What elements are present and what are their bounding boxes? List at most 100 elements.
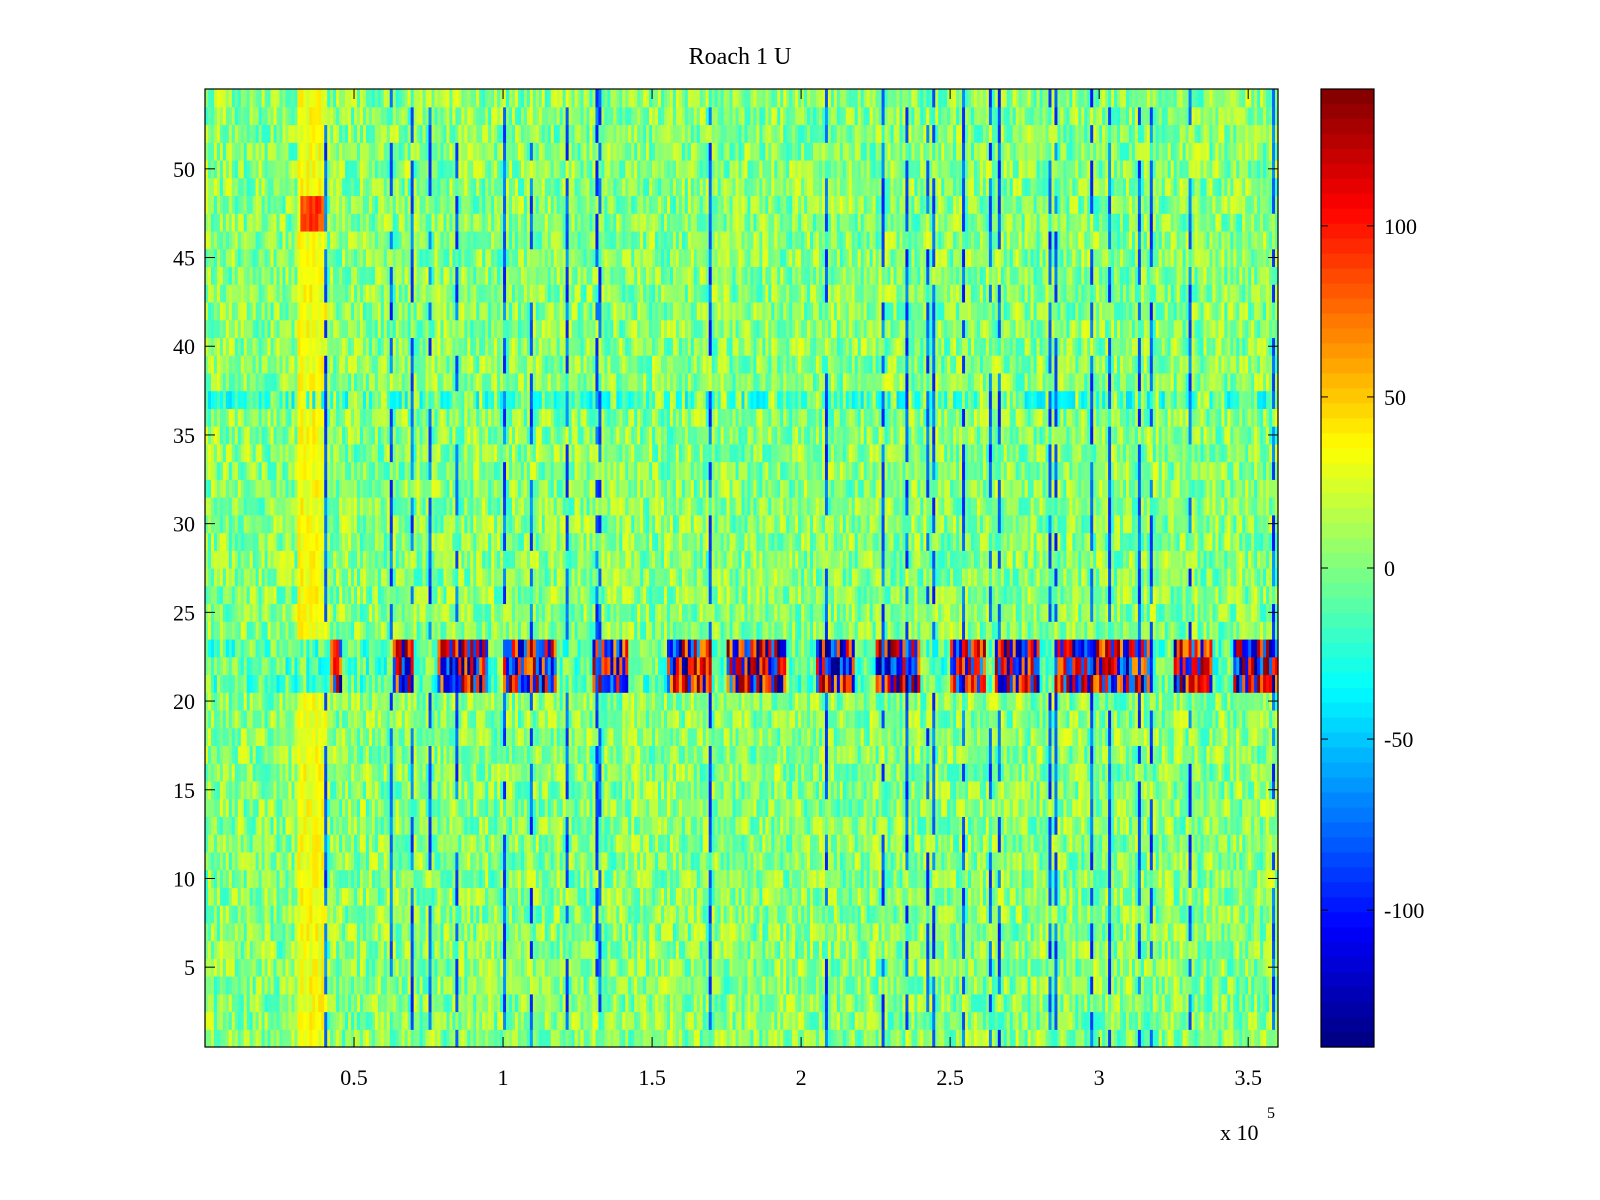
heatmap-cell xyxy=(646,976,650,995)
heatmap-cell xyxy=(798,976,802,995)
heatmap-cell xyxy=(887,993,892,1013)
heatmap-cell xyxy=(258,976,263,995)
heatmap-cell xyxy=(720,1011,725,1030)
heatmap-cell xyxy=(464,1029,468,1048)
heatmap-cell xyxy=(291,976,296,995)
heatmap-cell xyxy=(962,1011,966,1030)
heatmap-cell xyxy=(801,1029,805,1048)
heatmap-cell xyxy=(380,976,385,995)
heatmap-cell xyxy=(1194,976,1199,995)
heatmap-cell xyxy=(1248,993,1252,1013)
heatmap-cell xyxy=(455,976,459,995)
heatmap-cell xyxy=(1170,1029,1175,1048)
heatmap-cell xyxy=(1179,1011,1184,1030)
heatmap-cell xyxy=(818,993,823,1013)
heatmap-cell xyxy=(386,976,391,995)
heatmap-cell xyxy=(1072,993,1076,1013)
heatmap-cell xyxy=(711,1029,716,1048)
heatmap-cell xyxy=(1269,976,1273,995)
heatmap-cell xyxy=(395,976,400,995)
heatmap-cell xyxy=(890,993,895,1013)
heatmap-cell xyxy=(345,1029,349,1048)
heatmap-cell xyxy=(649,1029,653,1048)
heatmap-cell xyxy=(664,993,668,1013)
heatmap-cell xyxy=(780,1011,784,1030)
heatmap-cell xyxy=(1093,976,1097,995)
heatmap-cell xyxy=(374,1029,379,1048)
heatmap-cell xyxy=(1155,1029,1160,1048)
heatmap-cell xyxy=(655,976,659,995)
heatmap-cell xyxy=(279,993,284,1013)
heatmap-cell xyxy=(514,1011,519,1030)
heatmap-cell xyxy=(762,976,766,995)
heatmap-cell xyxy=(282,1011,287,1030)
heatmap-cell xyxy=(1030,976,1035,995)
heatmap-cell xyxy=(821,993,826,1013)
heatmap-cell xyxy=(678,993,683,1013)
heatmap-cell xyxy=(261,993,266,1013)
heatmap-cell xyxy=(1006,976,1011,995)
heatmap-cell xyxy=(1254,976,1258,995)
heatmap-cell xyxy=(747,993,752,1013)
heatmap-cell xyxy=(848,993,853,1013)
heatmap-cell xyxy=(687,976,692,995)
heatmap-cell xyxy=(1045,976,1050,995)
heatmap-cell xyxy=(485,1029,489,1048)
heatmap-cell xyxy=(407,1029,412,1048)
heatmap-cell xyxy=(717,976,722,995)
heatmap-cell xyxy=(780,976,784,995)
heatmap-cell xyxy=(339,1011,343,1030)
heatmap-cell xyxy=(422,976,427,995)
heatmap-cell xyxy=(816,1011,820,1030)
heatmap-cell xyxy=(1039,1029,1044,1048)
heatmap-cell xyxy=(479,993,483,1013)
heatmap-cell xyxy=(947,1029,951,1048)
heatmap-cell xyxy=(890,1011,895,1030)
heatmap-cell xyxy=(392,1029,397,1048)
heatmap-cell xyxy=(771,1029,775,1048)
heatmap-cell xyxy=(1033,1011,1038,1030)
heatmap-cell xyxy=(1042,976,1047,995)
heatmap-cell xyxy=(884,1011,889,1030)
heatmap-cell xyxy=(1158,1011,1163,1030)
heatmap-cell xyxy=(795,976,799,995)
heatmap-cell xyxy=(303,993,307,1013)
heatmap-cell xyxy=(810,1029,814,1048)
heatmap-cell xyxy=(327,976,331,995)
heatmap-cell xyxy=(297,1011,301,1030)
heatmap-cell xyxy=(777,993,781,1013)
heatmap-cell xyxy=(213,976,218,995)
heatmap-cell xyxy=(1075,1029,1079,1048)
heatmap-cell xyxy=(994,1029,999,1048)
heatmap-cell xyxy=(1230,1029,1234,1048)
heatmap-cell xyxy=(279,1011,284,1030)
heatmap-cell xyxy=(985,1029,990,1048)
heatmap-cell xyxy=(1125,1029,1130,1048)
heatmap-cell xyxy=(327,1029,331,1048)
heatmap-cell xyxy=(309,1029,313,1048)
heatmap-cell xyxy=(345,976,349,995)
heatmap-cell xyxy=(982,1029,987,1048)
heatmap-cell xyxy=(690,976,695,995)
heatmap-cell xyxy=(631,993,635,1013)
heatmap-cell xyxy=(747,1011,752,1030)
heatmap-cell xyxy=(222,993,227,1013)
heatmap-cell xyxy=(1003,976,1008,995)
heatmap-cell xyxy=(1120,1011,1124,1030)
heatmap-cell xyxy=(976,976,981,995)
heatmap-cell xyxy=(285,1029,290,1048)
heatmap-cell xyxy=(586,993,591,1013)
heatmap-cell xyxy=(854,1029,859,1048)
heatmap-cell xyxy=(979,976,984,995)
heatmap-cell xyxy=(512,1029,516,1048)
heatmap-cell xyxy=(491,1011,495,1030)
heatmap-cell xyxy=(696,976,701,995)
heatmap-cell xyxy=(264,976,269,995)
heatmap-cell xyxy=(237,1029,242,1048)
heatmap-cell xyxy=(982,976,987,995)
heatmap-cell xyxy=(589,993,594,1013)
heatmap-cell xyxy=(523,976,528,995)
heatmap-cell xyxy=(535,976,540,995)
heatmap-cell xyxy=(598,993,603,1013)
heatmap-cell xyxy=(1084,976,1088,995)
